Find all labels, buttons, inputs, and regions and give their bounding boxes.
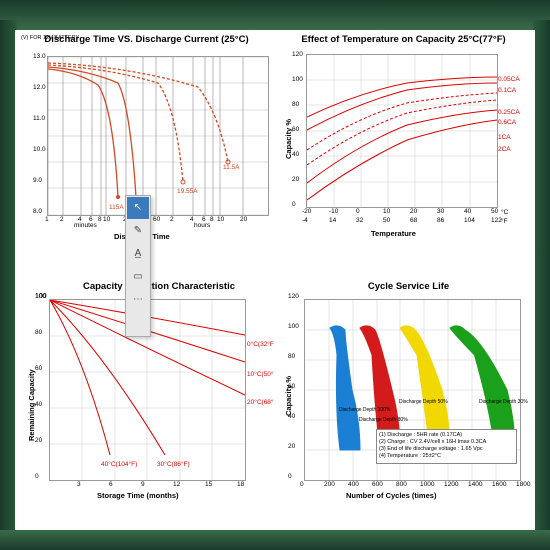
legend-line: (3) End of life discharge voltage : 1.65… [379,446,514,453]
chart2-svg [307,55,497,207]
chart3-ylabel: Remaining Capacity [27,369,36,441]
image-icon[interactable]: ▭ [127,266,149,288]
chart1-min: minutes [74,222,97,229]
chart4-ylabel: Capacity % [284,376,293,416]
legend-line: (2) Charge : CV 2.4V/cell x 16H Imax 0.3… [379,439,514,446]
chart1-area [47,56,269,216]
chart2-ylabel: Capacity % [284,119,293,159]
chart4-legend: (1) Discharge : 5HR rate (0.17CA)(2) Cha… [376,429,517,464]
more-icon[interactable]: ⋯ [127,289,149,311]
chart2-title: Effect of Temperature on Capacity 25°C(7… [276,34,531,45]
text-icon[interactable]: A̲ [127,243,149,265]
y-note: (V) FOR 12V BATTERY [21,36,79,42]
chart-temperature: Effect of Temperature on Capacity 25°C(7… [276,34,531,279]
chart2-f: °F [501,218,508,225]
legend-line: (1) Discharge : 5HR rate (0.17CA) [379,432,514,439]
chart4-xlabel: Number of Cycles (times) [346,491,436,500]
chart4-title: Cycle Service Life [286,281,531,292]
chart1-hr: hours [194,222,210,229]
chart-cycle-life: Cycle Service Life 020406080100120 02004… [276,281,531,526]
chart3-title: Capacity Retention Characteristic [44,281,274,292]
cursor-icon[interactable]: ↖ [127,197,149,219]
legend-line: (4) Temperature : 25±2°C [379,453,514,460]
draw-icon[interactable]: ✎ [127,220,149,242]
content-panel: (V) FOR 12V BATTERY Discharge Time VS. D… [15,30,535,530]
chart2-xlabel: Temperature [371,229,416,238]
floating-toolbar[interactable]: ↖ ✎ A̲ ▭ ⋯ [125,195,151,337]
frame-bottom [0,530,550,550]
chart2-area [306,54,498,208]
chart2-c: °C [501,209,508,216]
chart1-svg [48,57,268,215]
chart-grid: (V) FOR 12V BATTERY Discharge Time VS. D… [15,30,535,530]
chart3-xlabel: Storage Time (months) [97,491,179,500]
